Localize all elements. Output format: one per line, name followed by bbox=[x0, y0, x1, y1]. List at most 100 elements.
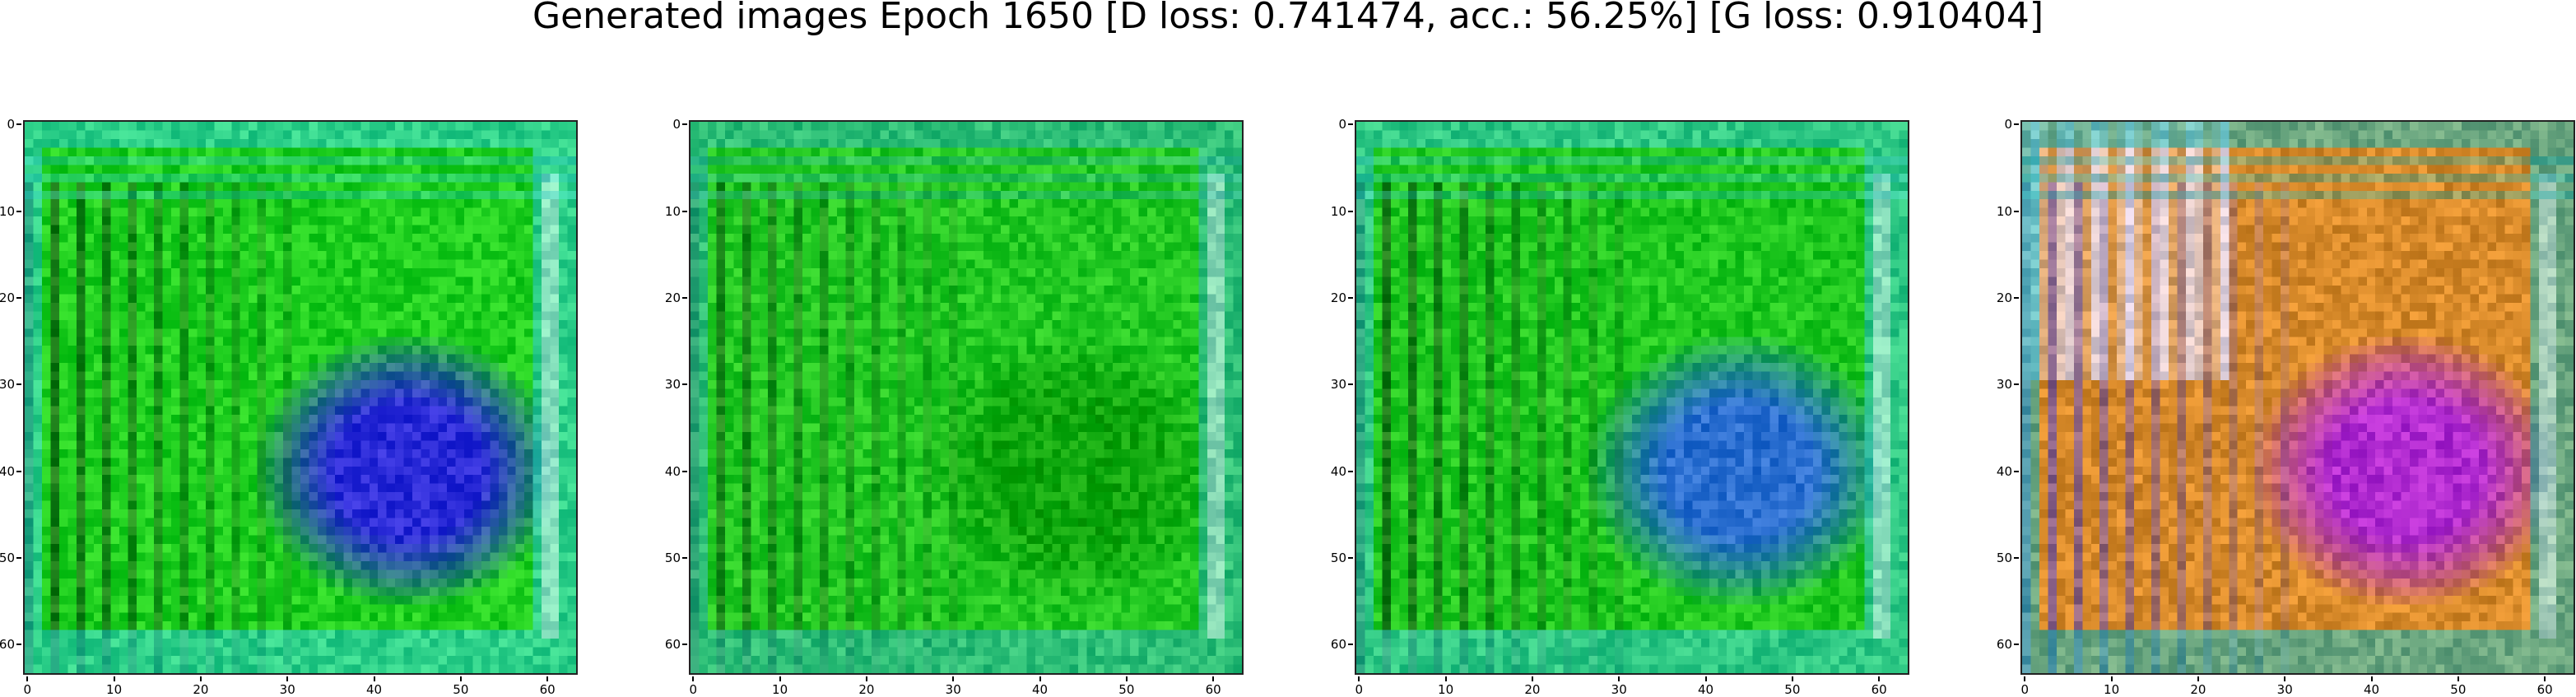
y-tick-label: 0 bbox=[1338, 117, 1346, 132]
x-tick-label: 30 bbox=[1611, 682, 1627, 697]
x-tick-mark bbox=[1531, 676, 1533, 681]
x-tick-label: 0 bbox=[689, 682, 698, 697]
x-tick-mark bbox=[2370, 676, 2373, 681]
generated-image-3 bbox=[1355, 120, 1909, 675]
image-canvas-2 bbox=[690, 122, 1242, 673]
x-tick-label: 40 bbox=[365, 682, 383, 697]
x-tick-mark bbox=[286, 676, 289, 681]
x-tick-label: 0 bbox=[1355, 682, 1364, 697]
y-tick-mark bbox=[2014, 123, 2019, 126]
x-tick-label: 20 bbox=[858, 682, 875, 697]
y-tick-label: 20 bbox=[664, 290, 681, 305]
y-tick-label: 30 bbox=[1330, 377, 1346, 393]
generated-image-panel-1: 0 10 20 30 40 50 60 0 10 20 30 40 50 60 bbox=[0, 117, 578, 697]
x-tick-label: 10 bbox=[2104, 682, 2120, 697]
x-tick-mark bbox=[546, 676, 549, 681]
image-canvas-1 bbox=[25, 122, 576, 673]
y-tick-label: 0 bbox=[7, 117, 15, 132]
x-tick-mark bbox=[1125, 676, 1128, 681]
x-tick-mark bbox=[113, 676, 115, 681]
y-tick-label: 10 bbox=[1996, 203, 2012, 219]
y-tick-label: 40 bbox=[1996, 463, 2012, 479]
y-tick-label: 50 bbox=[0, 550, 15, 565]
y-tick-label: 50 bbox=[664, 550, 681, 565]
generated-image-panel-4: 0 10 20 30 40 50 60 0 10 20 30 40 50 60 bbox=[1997, 117, 2575, 697]
y-tick-label: 0 bbox=[2004, 117, 2012, 132]
y-tick-label: 20 bbox=[1996, 290, 2012, 305]
x-tick-label: 60 bbox=[1871, 682, 1887, 697]
y-tick-label: 60 bbox=[1330, 637, 1346, 653]
y-tick-mark bbox=[682, 210, 687, 212]
x-tick-mark bbox=[865, 676, 867, 681]
y-tick-mark bbox=[682, 644, 687, 646]
y-tick-mark bbox=[682, 383, 687, 386]
x-tick-label: 60 bbox=[539, 682, 556, 697]
x-tick-label: 0 bbox=[2020, 682, 2030, 697]
x-tick-mark bbox=[373, 676, 375, 681]
x-tick-mark bbox=[1791, 676, 1793, 681]
x-tick-mark bbox=[692, 676, 695, 681]
x-tick-mark bbox=[2284, 676, 2286, 681]
x-tick-label: 20 bbox=[2190, 682, 2206, 697]
y-tick-label: 40 bbox=[0, 463, 15, 479]
x-tick-mark bbox=[2110, 676, 2113, 681]
y-tick-mark bbox=[16, 383, 21, 386]
y-tick-mark bbox=[16, 123, 21, 126]
y-tick-mark bbox=[16, 644, 21, 646]
x-tick-mark bbox=[952, 676, 955, 681]
x-tick-mark bbox=[779, 676, 781, 681]
y-tick-mark bbox=[2014, 470, 2019, 472]
x-tick-mark bbox=[1878, 676, 1881, 681]
x-tick-mark bbox=[1212, 676, 1215, 681]
y-tick-label: 30 bbox=[664, 377, 681, 393]
x-tick-label: 10 bbox=[106, 682, 123, 697]
x-tick-label: 50 bbox=[2450, 682, 2467, 697]
x-tick-mark bbox=[2197, 676, 2199, 681]
x-tick-mark bbox=[2457, 676, 2459, 681]
y-tick-mark bbox=[2014, 383, 2019, 386]
generated-image-panel-2: 0 10 20 30 40 50 60 0 10 20 30 40 50 60 bbox=[665, 117, 1244, 697]
x-tick-mark bbox=[199, 676, 202, 681]
x-tick-label: 50 bbox=[453, 682, 469, 697]
y-tick-mark bbox=[682, 296, 687, 299]
generated-image-panel-3: 0 10 20 30 40 50 60 0 10 20 30 40 50 60 bbox=[1331, 117, 1909, 697]
y-tick-mark bbox=[1348, 556, 1353, 559]
y-tick-mark bbox=[682, 470, 687, 472]
y-tick-label: 30 bbox=[0, 377, 15, 393]
x-tick-mark bbox=[459, 676, 462, 681]
y-tick-mark bbox=[16, 556, 21, 559]
x-tick-label: 10 bbox=[772, 682, 788, 697]
generated-image-2 bbox=[689, 120, 1244, 675]
y-tick-mark bbox=[2014, 644, 2019, 646]
image-canvas-3 bbox=[1356, 122, 1908, 673]
x-tick-label: 20 bbox=[193, 682, 209, 697]
y-tick-label: 0 bbox=[672, 117, 681, 132]
x-tick-label: 40 bbox=[1031, 682, 1049, 697]
y-tick-mark bbox=[1348, 383, 1353, 386]
y-tick-mark bbox=[16, 470, 21, 472]
y-tick-label: 50 bbox=[1330, 550, 1346, 565]
y-tick-mark bbox=[1348, 210, 1353, 212]
y-tick-mark bbox=[1348, 123, 1353, 126]
y-tick-label: 40 bbox=[664, 463, 681, 479]
x-tick-mark bbox=[2024, 676, 2026, 681]
y-tick-label: 20 bbox=[1330, 290, 1346, 305]
y-tick-label: 40 bbox=[1330, 463, 1346, 479]
y-tick-label: 10 bbox=[0, 203, 15, 219]
y-tick-mark bbox=[2014, 556, 2019, 559]
y-tick-mark bbox=[16, 296, 21, 299]
y-tick-label: 30 bbox=[1996, 377, 2012, 393]
x-tick-label: 60 bbox=[2536, 682, 2553, 697]
y-tick-mark bbox=[1348, 644, 1353, 646]
figure-title: Generated images Epoch 1650 [D loss: 0.7… bbox=[532, 0, 2044, 37]
x-tick-mark bbox=[1704, 676, 1707, 681]
generated-image-1 bbox=[23, 120, 578, 675]
x-tick-label: 30 bbox=[2276, 682, 2293, 697]
x-tick-mark bbox=[26, 676, 29, 681]
x-tick-label: 30 bbox=[945, 682, 961, 697]
x-tick-mark bbox=[1444, 676, 1447, 681]
y-tick-mark bbox=[16, 210, 21, 212]
y-tick-label: 10 bbox=[1330, 203, 1346, 219]
y-tick-mark bbox=[682, 123, 687, 126]
x-tick-mark bbox=[1358, 676, 1360, 681]
